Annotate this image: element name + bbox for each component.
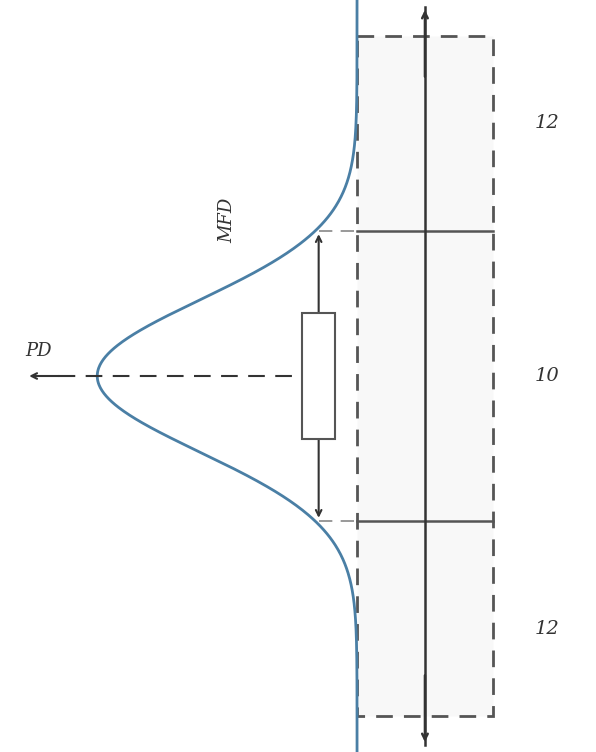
- Text: PD: PD: [25, 341, 51, 359]
- Text: MFD: MFD: [218, 198, 236, 243]
- Text: 10: 10: [534, 367, 559, 385]
- Bar: [357, 36, 493, 716]
- Text: 12: 12: [534, 114, 559, 132]
- Text: 12: 12: [534, 620, 559, 638]
- Bar: [302, 313, 335, 439]
